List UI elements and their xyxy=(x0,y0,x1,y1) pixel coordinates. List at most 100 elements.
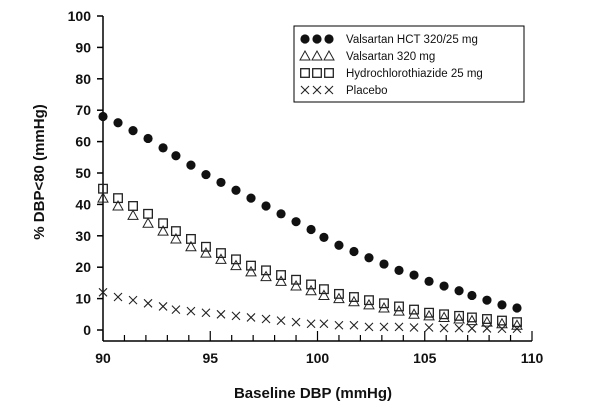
data-point xyxy=(261,201,271,211)
series-0 xyxy=(98,111,522,313)
data-point xyxy=(467,290,477,301)
data-point xyxy=(276,270,286,281)
x-marker-stroke xyxy=(276,316,286,325)
data-point xyxy=(454,286,464,296)
data-point xyxy=(424,276,434,286)
data-point xyxy=(143,208,153,219)
y-tick-label: 30 xyxy=(75,228,91,244)
data-point xyxy=(466,312,477,323)
data-point xyxy=(112,199,124,211)
data-point xyxy=(349,292,359,302)
legend-marker xyxy=(312,85,322,95)
data-point xyxy=(231,185,241,195)
x-marker-stroke xyxy=(497,324,507,334)
data-point xyxy=(246,313,256,322)
data-point xyxy=(143,298,153,308)
y-tick-label: 0 xyxy=(83,322,91,338)
data-point xyxy=(305,284,317,296)
legend-marker xyxy=(300,34,310,44)
data-marks xyxy=(97,111,523,334)
data-point xyxy=(409,304,419,315)
x-marker-stroke xyxy=(439,323,449,333)
tick-labels: 0 10 20 30 40 50 60 70 80 90 100 90 95 100 105 110 xyxy=(68,8,544,366)
legend-label: Hydrochlorothiazide 25 mg xyxy=(346,68,483,80)
data-point xyxy=(482,295,492,305)
legend-label: Valsartan 320 mg xyxy=(346,51,435,63)
data-point xyxy=(185,240,197,252)
data-point xyxy=(319,232,329,242)
x-marker-stroke xyxy=(312,85,322,95)
x-marker-stroke xyxy=(186,306,196,316)
x-marker-stroke xyxy=(334,320,344,330)
data-point xyxy=(394,301,404,312)
series-1 xyxy=(97,192,523,330)
data-point xyxy=(276,316,286,325)
data-point xyxy=(128,126,138,136)
data-point xyxy=(246,260,256,271)
data-point xyxy=(318,284,329,295)
x-marker-stroke xyxy=(201,308,211,318)
legend-marker xyxy=(300,68,310,78)
data-point xyxy=(113,193,123,204)
x-marker-stroke xyxy=(261,314,271,324)
y-tick-label: 70 xyxy=(75,102,91,118)
data-point xyxy=(319,319,329,329)
legend-marker xyxy=(299,49,311,61)
x-marker-stroke xyxy=(364,322,374,332)
data-point xyxy=(113,118,123,128)
data-point xyxy=(186,160,196,170)
data-point xyxy=(438,311,450,322)
data-point xyxy=(171,305,181,314)
data-point xyxy=(142,217,154,228)
series-2 xyxy=(98,183,522,328)
data-point xyxy=(98,183,108,194)
data-point xyxy=(349,246,359,257)
data-point xyxy=(98,287,108,297)
x-tick-label: 105 xyxy=(413,350,437,366)
data-point xyxy=(200,247,212,258)
data-point xyxy=(424,307,434,318)
data-point xyxy=(409,270,419,280)
data-point xyxy=(439,323,449,333)
data-point xyxy=(454,310,465,321)
legend-entry: Placebo xyxy=(300,85,388,97)
data-point xyxy=(245,265,257,277)
legend-marker xyxy=(324,34,334,44)
legend-label: Valsartan HCT 320/25 mg xyxy=(346,34,478,46)
data-point xyxy=(216,177,226,188)
data-point xyxy=(482,314,492,324)
x-marker-stroke xyxy=(128,295,138,305)
data-point xyxy=(98,111,108,122)
legend-marker xyxy=(300,85,310,95)
data-point xyxy=(230,259,242,271)
y-tick-label: 90 xyxy=(75,39,91,55)
x-marker-stroke xyxy=(231,311,241,321)
data-point xyxy=(379,322,389,332)
data-point xyxy=(290,280,302,291)
data-point xyxy=(216,248,226,259)
data-point xyxy=(231,254,241,265)
data-point xyxy=(439,281,449,291)
data-point xyxy=(246,193,256,203)
data-point xyxy=(291,217,301,227)
chart-axes xyxy=(97,15,533,342)
data-point xyxy=(186,306,196,316)
data-point xyxy=(261,314,271,324)
y-tick-label: 60 xyxy=(75,134,91,150)
x-marker-stroke xyxy=(409,323,419,332)
data-point xyxy=(453,312,465,324)
x-marker-stroke xyxy=(394,322,404,332)
data-point xyxy=(216,309,226,319)
x-marker-stroke xyxy=(482,324,492,333)
y-tick-label: 50 xyxy=(75,165,91,181)
data-point xyxy=(158,143,168,153)
data-point xyxy=(497,315,507,326)
legend-marker xyxy=(312,68,322,78)
data-point xyxy=(394,322,404,332)
x-marker-stroke xyxy=(143,298,153,308)
data-point xyxy=(467,324,477,333)
data-point xyxy=(481,316,493,327)
data-point xyxy=(291,317,301,327)
data-point xyxy=(423,309,435,321)
